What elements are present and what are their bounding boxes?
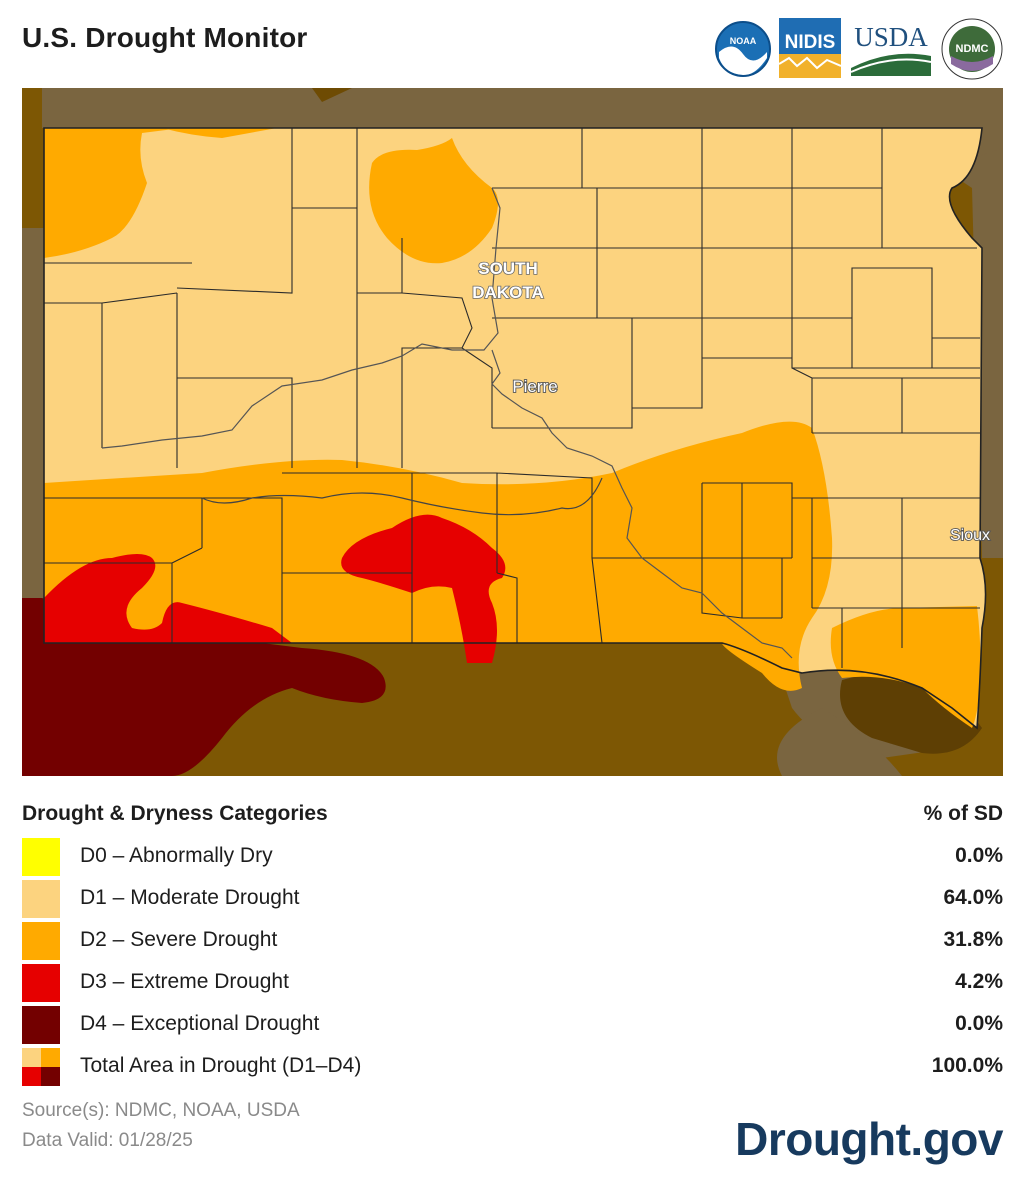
ndmc-logo[interactable]: NDMC (941, 18, 1003, 80)
legend-pct: 64.0% (943, 886, 1003, 909)
state-outline (43, 127, 987, 730)
state-label: SOUTH (478, 259, 538, 278)
legend-row-total: Total Area in Drought (D1–D4) 100.0% (22, 1046, 1003, 1086)
svg-text:USDA: USDA (854, 22, 928, 52)
city-label-sioux: Sioux (950, 527, 990, 544)
swatch-d4 (22, 1006, 60, 1044)
swatch-d2 (22, 922, 60, 960)
white-river (201, 477, 603, 516)
source-text: Source(s): NDMC, NOAA, USDA (22, 1100, 300, 1121)
legend-label: D0 – Abnormally Dry (80, 844, 273, 867)
swatch-d1 (22, 880, 60, 918)
legend-row-d4: D4 – Exceptional Drought 0.0% (22, 1004, 1003, 1044)
svg-text:NIDIS: NIDIS (785, 32, 836, 53)
d2-southeast (830, 606, 981, 728)
legend-label: D2 – Severe Drought (80, 928, 278, 951)
legend-label: Total Area in Drought (D1–D4) (80, 1054, 362, 1077)
svg-text:NDMC: NDMC (956, 43, 989, 55)
noaa-logo[interactable]: NOAA (715, 18, 771, 78)
legend-header: Drought & Dryness Categories % of SD (22, 802, 1003, 828)
swatch-d0 (22, 838, 60, 876)
east-neighbor-area (942, 148, 1003, 558)
legend-row-d3: D3 – Extreme Drought 4.2% (22, 962, 1003, 1002)
d3-southwest (44, 554, 292, 643)
legend-label: D1 – Moderate Drought (80, 886, 300, 909)
legend-row-d1: D1 – Moderate Drought 64.0% (22, 878, 1003, 918)
page-title: U.S. Drought Monitor (22, 22, 308, 53)
legend-pct: 100.0% (931, 1054, 1003, 1077)
legend-row-d2: D2 – Severe Drought 31.8% (22, 920, 1003, 960)
legend-heading: Drought & Dryness Categories (22, 802, 328, 825)
partner-logos: NOAA NIDIS USDA NDMC (715, 18, 1005, 82)
drought-gov-brand[interactable]: Drought.gov (735, 1113, 1003, 1165)
usda-logo[interactable]: USDA (849, 18, 933, 78)
swatch-total (22, 1048, 60, 1086)
legend-pct: 31.8% (943, 928, 1003, 951)
north-neighbor-area (22, 88, 1003, 208)
nidis-logo[interactable]: NIDIS (779, 18, 841, 78)
state-label: DAKOTA (472, 283, 543, 302)
legend-label: D4 – Exceptional Drought (80, 1012, 320, 1035)
d2-north-blob (369, 138, 498, 264)
legend-row-d0: D0 – Abnormally Dry 0.0% (22, 836, 1003, 876)
svg-text:NOAA: NOAA (730, 36, 757, 46)
legend-pct: 0.0% (955, 844, 1003, 867)
d2-northwest (44, 128, 182, 258)
legend-pct: 0.0% (955, 1012, 1003, 1035)
d3-central (341, 514, 506, 663)
missouri-river (101, 187, 793, 659)
legend-pct-heading: % of SD (923, 802, 1003, 825)
swatch-d3 (22, 964, 60, 1002)
legend-pct: 4.2% (955, 970, 1003, 993)
city-label-pierre: Pierre (512, 377, 557, 396)
drought-map: SOUTH DAKOTA Pierre Sioux (22, 88, 1003, 776)
data-valid-text: Data Valid: 01/28/25 (22, 1130, 193, 1151)
legend-label: D3 – Extreme Drought (80, 970, 289, 993)
